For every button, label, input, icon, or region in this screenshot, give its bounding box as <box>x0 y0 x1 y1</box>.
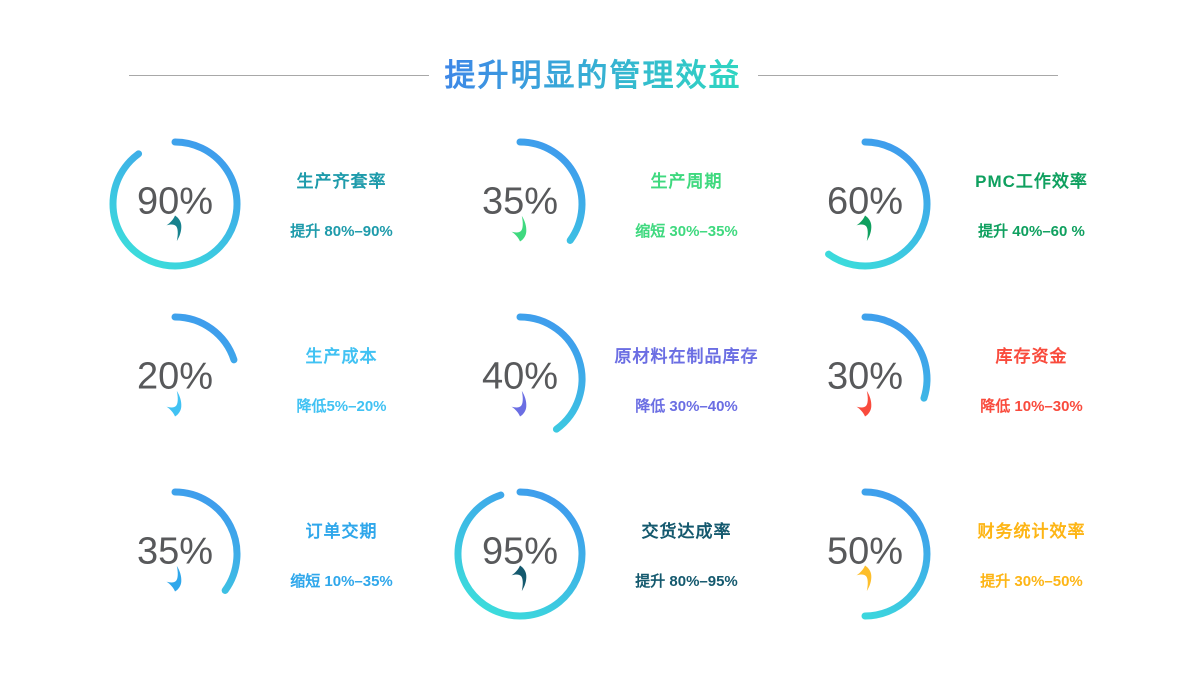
card-subtitle: 降低5%–20% <box>296 397 387 415</box>
gauge-arc <box>516 138 586 244</box>
gauge-grid: 90% 生产齐套率 提升 80%–90% 35% 生产周期 缩短 30%–35% <box>98 116 1133 641</box>
percent-label: 40% <box>481 355 559 398</box>
gauge-ring: 60% <box>795 134 935 274</box>
gauge-ring: 40% <box>450 309 590 449</box>
card-info: 原材料在制品库存 降低 30%–40% <box>604 342 769 416</box>
percent-label: 35% <box>136 530 214 573</box>
card-info: 交货达成率 提升 80%–95% <box>604 517 769 591</box>
gauge-ring: 90% <box>105 134 245 274</box>
trend-up-arrow-icon <box>856 214 872 241</box>
page-title: 提升明显的管理效益 <box>444 58 742 93</box>
card-info: PMC工作效率 提升 40%–60 % <box>949 167 1114 241</box>
title-divider-left <box>128 75 429 77</box>
card-info: 生产齐套率 提升 80%–90% <box>259 167 424 241</box>
trend-up-arrow-icon <box>511 564 527 591</box>
card-subtitle: 缩短 30%–35% <box>635 222 738 240</box>
card-subtitle: 降低 10%–30% <box>980 397 1083 415</box>
trend-down-arrow-icon <box>856 390 872 417</box>
gauge-ring: 20% <box>105 309 245 449</box>
header: 提升明显的管理效益 <box>0 57 1186 94</box>
card-title: 库存资金 <box>995 346 1068 366</box>
gauge-arc <box>861 488 931 619</box>
gauge-card: 35% 生产周期 缩短 30%–35% <box>443 116 788 291</box>
gauge-arc <box>861 313 931 402</box>
percent-label: 35% <box>481 180 559 223</box>
gauge-arc <box>171 488 241 594</box>
card-info: 生产成本 降低5%–20% <box>259 342 424 416</box>
trend-down-arrow-icon <box>511 215 527 242</box>
card-title: 生产成本 <box>305 346 378 366</box>
percent-label: 50% <box>826 530 904 573</box>
card-subtitle: 提升 80%–90% <box>290 222 393 240</box>
percent-label: 90% <box>136 180 214 223</box>
percent-label: 60% <box>826 180 904 223</box>
gauge-ring: 50% <box>795 484 935 624</box>
trend-down-arrow-icon <box>166 390 182 417</box>
gauge-card: 90% 生产齐套率 提升 80%–90% <box>98 116 443 291</box>
percent-label: 20% <box>136 355 214 398</box>
gauge-arc <box>825 138 931 269</box>
gauge-card: 40% 原材料在制品库存 降低 30%–40% <box>443 291 788 466</box>
card-title: 财务统计效率 <box>977 521 1086 541</box>
card-info: 库存资金 降低 10%–30% <box>949 342 1114 416</box>
gauge-arc <box>171 313 238 363</box>
card-info: 生产周期 缩短 30%–35% <box>604 167 769 241</box>
gauge-ring: 35% <box>450 134 590 274</box>
title-divider-right <box>757 75 1058 77</box>
gauge-card: 35% 订单交期 缩短 10%–35% <box>98 466 443 641</box>
gauge-card: 50% 财务统计效率 提升 30%–50% <box>788 466 1133 641</box>
gauge-card: 95% 交货达成率 提升 80%–95% <box>443 466 788 641</box>
card-subtitle: 提升 80%–95% <box>635 572 738 590</box>
card-subtitle: 提升 30%–50% <box>980 572 1083 590</box>
gauge-arc <box>516 313 586 433</box>
gauge-card: 30% 库存资金 降低 10%–30% <box>788 291 1133 466</box>
card-info: 财务统计效率 提升 30%–50% <box>949 517 1114 591</box>
card-title: PMC工作效率 <box>975 171 1088 191</box>
trend-down-arrow-icon <box>166 565 182 592</box>
gauge-card: 20% 生产成本 降低5%–20% <box>98 291 443 466</box>
gauge-ring: 30% <box>795 309 935 449</box>
trend-up-arrow-icon <box>856 564 872 591</box>
card-subtitle: 降低 30%–40% <box>635 397 738 415</box>
card-title: 交货达成率 <box>641 521 732 541</box>
card-title: 生产齐套率 <box>296 171 387 191</box>
percent-label: 95% <box>481 530 559 573</box>
gauge-card: 60% PMC工作效率 提升 40%–60 % <box>788 116 1133 291</box>
card-subtitle: 提升 40%–60 % <box>978 222 1085 240</box>
card-info: 订单交期 缩短 10%–35% <box>259 517 424 591</box>
gauge-ring: 95% <box>450 484 590 624</box>
card-subtitle: 缩短 10%–35% <box>290 572 393 590</box>
percent-label: 30% <box>826 355 904 398</box>
card-title: 订单交期 <box>305 521 378 541</box>
trend-down-arrow-icon <box>511 390 527 417</box>
gauge-ring: 35% <box>105 484 245 624</box>
gauge-arc <box>454 488 586 619</box>
gauge-arc <box>109 138 241 269</box>
card-title: 原材料在制品库存 <box>614 346 759 366</box>
card-title: 生产周期 <box>650 171 723 191</box>
trend-up-arrow-icon <box>166 214 182 241</box>
